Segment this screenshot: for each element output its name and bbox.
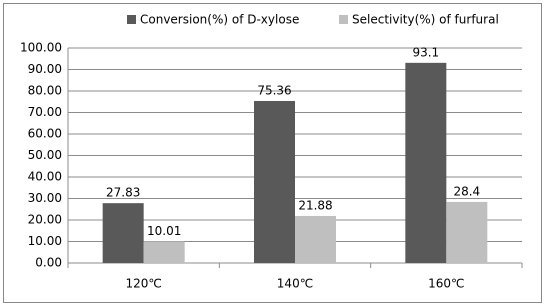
legend-label: Selectivity(%) of furfural — [352, 13, 499, 27]
data-label: 28.4 — [453, 184, 480, 198]
legend-swatch — [127, 15, 136, 24]
bar — [405, 62, 447, 264]
data-label: 21.88 — [298, 198, 332, 212]
data-label: 75.36 — [257, 83, 291, 97]
x-tick-label: 160℃ — [428, 277, 464, 291]
y-tick-label: 30.00 — [28, 191, 62, 205]
y-tick-label: 60.00 — [28, 127, 62, 141]
bar — [254, 100, 295, 263]
bar — [295, 215, 336, 263]
y-tick-label: 50.00 — [28, 148, 62, 162]
y-tick-label: 40.00 — [28, 170, 62, 184]
data-label: 93.1 — [412, 45, 439, 59]
legend-swatch — [339, 15, 348, 24]
y-tick-label: 70.00 — [28, 105, 62, 119]
y-tick-label: 100.00 — [20, 41, 62, 55]
x-tick-label: 120℃ — [125, 277, 161, 291]
y-tick-label: 80.00 — [28, 84, 62, 98]
y-tick-label: 10.00 — [28, 234, 62, 248]
bar — [446, 201, 488, 263]
y-tick-label: 0.00 — [35, 256, 62, 270]
bar — [143, 241, 185, 263]
legend-label: Conversion(%) of D-xylose — [140, 13, 299, 27]
x-tick-label: 140℃ — [277, 277, 313, 291]
data-label: 10.01 — [147, 224, 181, 238]
data-label: 27.83 — [106, 186, 140, 200]
y-tick-label: 20.00 — [28, 213, 62, 227]
bar — [102, 203, 144, 263]
y-tick-label: 90.00 — [28, 62, 62, 76]
